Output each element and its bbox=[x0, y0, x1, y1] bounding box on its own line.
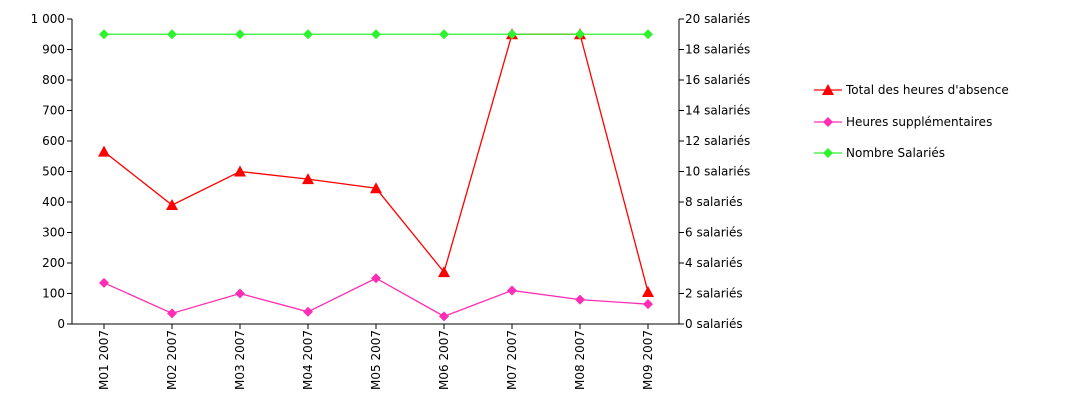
data-point bbox=[642, 285, 654, 297]
x-tick-label: M08 2007 bbox=[573, 330, 587, 390]
y-tick-label-right: 2 salariés bbox=[685, 287, 743, 301]
legend-marker bbox=[823, 148, 833, 158]
x-tick-label: M07 2007 bbox=[505, 330, 519, 390]
data-point bbox=[439, 29, 449, 40]
x-tick-label: M04 2007 bbox=[301, 330, 315, 390]
legend-marker bbox=[823, 117, 833, 127]
data-point bbox=[302, 173, 314, 185]
data-point bbox=[234, 165, 246, 177]
legend-label: Heures supplémentaires bbox=[846, 115, 992, 129]
y-tick-label-left: 800 bbox=[42, 73, 65, 87]
data-point bbox=[507, 285, 517, 296]
y-tick-label-left: 600 bbox=[42, 134, 65, 148]
data-point bbox=[99, 277, 109, 288]
legend-marker bbox=[822, 84, 834, 95]
y-tick-label-left: 900 bbox=[42, 43, 65, 57]
data-point bbox=[575, 294, 585, 305]
y-tick-label-left: 200 bbox=[42, 256, 65, 270]
data-point bbox=[439, 311, 449, 322]
data-point bbox=[371, 273, 381, 284]
series-group bbox=[98, 28, 654, 322]
data-point bbox=[99, 29, 109, 40]
y-tick-label-left: 300 bbox=[42, 226, 65, 240]
data-point bbox=[643, 299, 653, 310]
x-tick-label: M02 2007 bbox=[165, 330, 179, 390]
y-tick-label-right: 14 salariés bbox=[685, 104, 750, 118]
y-tick-label-right: 4 salariés bbox=[685, 256, 743, 270]
y-tick-label-left: 100 bbox=[42, 287, 65, 301]
x-tick-label: M03 2007 bbox=[233, 330, 247, 390]
data-point bbox=[235, 29, 245, 40]
y-tick-label-left: 700 bbox=[42, 104, 65, 118]
y-tick-label-left: 0 bbox=[57, 317, 65, 331]
data-point bbox=[370, 182, 382, 194]
x-tick-label: M06 2007 bbox=[437, 330, 451, 390]
data-point bbox=[166, 199, 178, 211]
data-point bbox=[303, 29, 313, 40]
series-line bbox=[103, 33, 649, 293]
y-tick-label-right: 0 salariés bbox=[685, 317, 743, 331]
y-tick-label-right: 6 salariés bbox=[685, 226, 743, 240]
axes: 0 100 200 300 400 500 600 700 800 900 1 000 0 salar… bbox=[31, 12, 751, 390]
y-tick-label-right: 10 salariés bbox=[685, 165, 750, 179]
x-tick-label: M09 2007 bbox=[641, 330, 655, 390]
data-point bbox=[167, 29, 177, 40]
y-tick-label-left: 500 bbox=[42, 165, 65, 179]
data-point bbox=[98, 145, 110, 157]
data-point bbox=[507, 29, 517, 40]
data-point bbox=[438, 266, 450, 278]
data-point bbox=[371, 29, 381, 40]
x-tick-label: M01 2007 bbox=[97, 330, 111, 390]
y-tick-label-right: 20 salariés bbox=[685, 12, 750, 26]
y-tick-label-right: 8 salariés bbox=[685, 195, 743, 209]
legend-label: Total des heures d'absence bbox=[845, 83, 1009, 97]
y-tick-label-right: 18 salariés bbox=[685, 43, 750, 57]
data-point bbox=[575, 29, 585, 40]
x-tick-label: M05 2007 bbox=[369, 330, 383, 390]
y-tick-label-left: 400 bbox=[42, 195, 65, 209]
data-point bbox=[235, 288, 245, 299]
data-point bbox=[167, 308, 177, 319]
data-point bbox=[303, 306, 313, 317]
series-line bbox=[103, 277, 649, 318]
y-tick-label-left: 1 000 bbox=[31, 12, 65, 26]
legend-label: Nombre Salariés bbox=[846, 146, 945, 160]
y-tick-label-right: 16 salariés bbox=[685, 73, 750, 87]
legend: Total des heures d'absence Heures supplém… bbox=[814, 83, 1009, 160]
y-tick-label-right: 12 salariés bbox=[685, 134, 750, 148]
data-point bbox=[643, 29, 653, 40]
